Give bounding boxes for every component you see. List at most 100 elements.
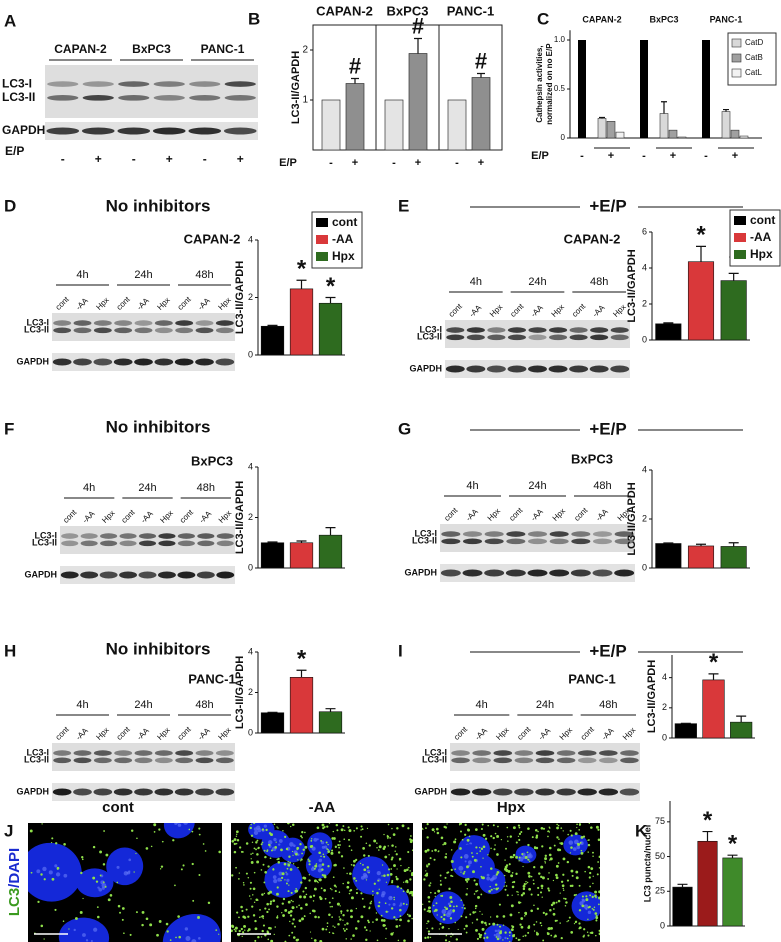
blot-band: [570, 569, 591, 577]
puncta: [312, 900, 315, 902]
legend-label: -AA: [332, 232, 354, 246]
puncta: [367, 854, 370, 857]
puncta: [439, 883, 443, 886]
puncta: [262, 924, 266, 927]
y-tick-label: 4: [642, 262, 647, 272]
puncta: [516, 890, 518, 893]
marker-label: GAPDH: [24, 569, 57, 579]
puncta: [249, 887, 252, 890]
puncta: [295, 889, 299, 893]
nucleus-speckle: [495, 932, 501, 937]
puncta: [141, 910, 145, 914]
puncta: [521, 853, 524, 856]
puncta: [579, 824, 581, 826]
blot-band: [471, 788, 492, 796]
nucleus-speckle: [490, 877, 494, 882]
puncta: [578, 884, 581, 887]
puncta: [288, 934, 291, 937]
puncta: [314, 915, 317, 919]
puncta: [518, 860, 520, 862]
puncta: [508, 863, 511, 866]
blot-band: [195, 788, 214, 796]
puncta: [288, 884, 290, 886]
puncta: [504, 866, 507, 869]
value-annotation: *: [326, 273, 336, 300]
puncta: [547, 830, 549, 833]
blot-band: [175, 320, 194, 326]
puncta: [595, 825, 599, 829]
puncta: [596, 873, 599, 876]
puncta: [178, 935, 181, 939]
puncta: [480, 865, 482, 868]
puncta: [482, 857, 484, 859]
puncta: [51, 837, 54, 840]
puncta: [345, 928, 348, 931]
puncta: [573, 894, 576, 897]
puncta: [560, 827, 563, 829]
puncta: [165, 922, 169, 926]
puncta: [478, 933, 481, 936]
puncta: [274, 846, 278, 849]
legend-swatch: [731, 53, 742, 63]
puncta: [308, 863, 311, 866]
puncta: [258, 916, 261, 919]
puncta: [522, 892, 526, 895]
blot-band: [614, 538, 634, 545]
blot-band: [215, 320, 234, 326]
error-bar: [296, 279, 307, 289]
blot-band: [158, 533, 176, 539]
puncta: [291, 850, 294, 853]
puncta: [175, 936, 177, 939]
puncta: [321, 927, 325, 931]
puncta: [303, 876, 307, 880]
puncta: [425, 872, 429, 875]
puncta: [284, 879, 286, 881]
lane-label: -AA: [529, 507, 545, 523]
puncta: [368, 871, 370, 874]
legend-swatch: [731, 38, 742, 48]
puncta: [376, 847, 378, 849]
nucleus-speckle: [268, 840, 273, 845]
marker-label: GAPDH: [414, 786, 447, 796]
puncta: [348, 892, 351, 895]
group-label: 48h: [197, 482, 215, 494]
puncta: [557, 899, 561, 903]
puncta: [475, 846, 478, 849]
puncta: [486, 936, 489, 939]
puncta: [218, 850, 221, 854]
blot-band: [52, 358, 72, 366]
puncta: [309, 895, 313, 899]
nucleus-speckle: [42, 866, 47, 872]
blot-band: [138, 533, 157, 539]
puncta: [277, 857, 280, 861]
lane-label: -AA: [594, 507, 610, 523]
puncta: [448, 904, 452, 908]
y-tick-label: 4: [248, 461, 253, 471]
puncta: [475, 828, 478, 831]
puncta: [259, 909, 261, 911]
puncta: [466, 880, 469, 883]
puncta: [410, 839, 413, 842]
puncta: [363, 868, 367, 872]
puncta: [268, 908, 270, 911]
bar: [615, 131, 625, 139]
puncta: [300, 835, 303, 838]
puncta: [480, 920, 484, 924]
puncta: [522, 865, 524, 868]
lane-label: Hpx: [558, 725, 574, 741]
puncta: [566, 921, 568, 923]
lane-label: cont: [507, 505, 525, 523]
puncta: [240, 905, 243, 909]
puncta: [450, 860, 454, 864]
puncta: [347, 826, 350, 829]
puncta: [316, 826, 320, 830]
puncta: [263, 892, 266, 895]
puncta: [403, 869, 407, 873]
puncta: [431, 850, 434, 852]
puncta: [460, 856, 463, 859]
puncta: [386, 873, 390, 877]
puncta: [398, 924, 401, 927]
bar: [697, 840, 718, 927]
puncta: [377, 879, 380, 882]
puncta: [544, 854, 547, 857]
